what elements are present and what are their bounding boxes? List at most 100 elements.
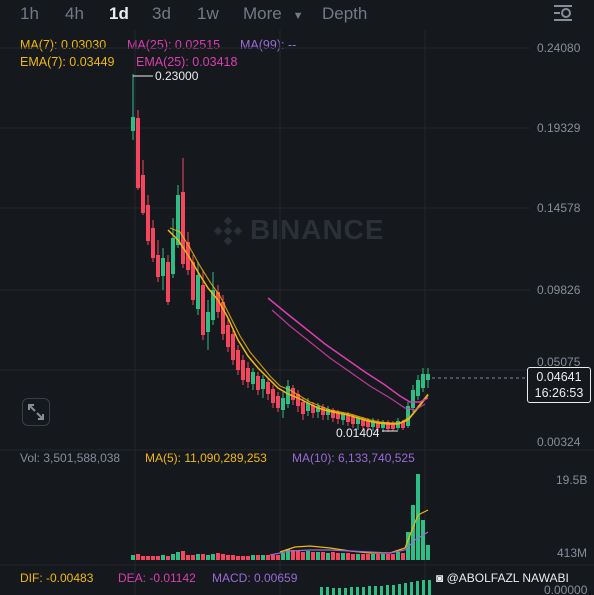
tab-3d[interactable]: 3d <box>152 4 171 23</box>
volume-bar <box>386 554 390 560</box>
indicator-settings-icon[interactable] <box>552 4 574 22</box>
author-credit-text: @ABOLFAZL NAWABI <box>446 571 569 585</box>
candle-body <box>381 422 385 428</box>
ma7-line <box>167 229 429 425</box>
tab-more[interactable]: More ▼ <box>243 4 303 24</box>
tab-1w[interactable]: 1w <box>197 4 219 23</box>
volume-bar <box>426 545 430 560</box>
volume-bar <box>276 555 280 560</box>
volume-bar <box>231 555 235 560</box>
candle-body <box>211 290 215 320</box>
candle-body <box>221 302 225 334</box>
macd-bar <box>338 588 341 595</box>
macd-histogram <box>320 580 431 595</box>
volume-bar <box>416 474 420 560</box>
current-price-tag: 0.04641 16:26:53 <box>527 367 591 403</box>
price-axis-label: 0.14578 <box>537 201 581 215</box>
tab-depth[interactable]: Depth <box>322 4 368 23</box>
candle-body <box>311 405 315 413</box>
volume-bar <box>201 554 205 560</box>
volume-bar <box>246 556 250 560</box>
volume-ma5-label: MA(5): 11,090,289,253 <box>145 451 267 465</box>
volume-ma10-label: MA(10): 6,133,740,525 <box>292 451 415 465</box>
price-axis-label: 0.09826 <box>537 283 581 297</box>
candle-body <box>251 372 255 384</box>
volume-bar <box>366 554 370 560</box>
volume-bar <box>371 554 375 560</box>
candle-body <box>291 388 295 400</box>
volume-bar <box>211 554 215 560</box>
candle-body <box>271 389 275 403</box>
candle-body <box>191 262 195 300</box>
candle-countdown: 16:26:53 <box>534 386 584 400</box>
volume-bar <box>221 554 225 560</box>
volume-bar <box>361 554 365 560</box>
candle-body <box>351 417 355 424</box>
candle-body <box>146 205 150 241</box>
volume-bar <box>291 550 295 560</box>
ema7-line <box>169 227 429 424</box>
macd-dea-label: DEA: -0.01142 <box>118 571 196 585</box>
candle-body <box>151 228 155 258</box>
volume-axis-label: 413M <box>557 546 587 560</box>
macd-bar <box>326 587 329 595</box>
macd-bar <box>350 587 353 595</box>
volume-bar <box>411 505 415 560</box>
candle-body <box>411 390 415 408</box>
volume-bar <box>381 554 385 560</box>
volume-bar <box>356 554 360 560</box>
candle-body <box>286 386 290 404</box>
macd-bar <box>332 588 335 595</box>
candle-body <box>196 275 200 309</box>
candle-body <box>386 422 390 429</box>
volume-bar <box>141 556 145 560</box>
macd-bar <box>398 584 401 595</box>
macd-bar <box>374 586 377 595</box>
candle-body <box>361 419 365 426</box>
ema7-legend: EMA(7): 0.03449 <box>20 55 115 69</box>
candle-body <box>281 398 285 410</box>
fullscreen-button[interactable] <box>22 398 50 426</box>
tab-1d[interactable]: 1d <box>109 4 129 23</box>
volume-label: Vol: 3,501,588,038 <box>20 451 120 465</box>
tab-4h[interactable]: 4h <box>65 4 84 23</box>
volume-bar <box>286 549 290 560</box>
volume-bar <box>351 554 355 560</box>
timeframe-tabs: 1h 4h 1d 3d 1w More ▼ Depth <box>0 0 594 26</box>
volume-axis-label: 19.5B <box>556 473 587 487</box>
volume-bar <box>401 553 405 560</box>
tab-1h[interactable]: 1h <box>20 4 39 23</box>
volume-bar <box>346 553 350 560</box>
candle-body <box>306 403 310 411</box>
candle-body <box>366 420 370 427</box>
ema25-line <box>271 309 426 411</box>
volume-bar <box>136 554 140 560</box>
camera-icon: ◙ <box>436 571 447 585</box>
volume-bar <box>296 551 300 560</box>
volume-bar <box>376 554 380 560</box>
binance-logo-icon <box>213 216 243 246</box>
candle-body <box>326 409 330 415</box>
candle-body <box>226 325 230 347</box>
candle-body <box>391 423 395 429</box>
volume-bar <box>341 553 345 560</box>
macd-dif-label: DIF: -0.00483 <box>20 571 94 585</box>
volume-bar <box>266 555 270 560</box>
candle-body <box>401 422 405 428</box>
macd-bar <box>362 587 365 595</box>
volume-bar <box>146 556 150 560</box>
volume-ma10-line <box>269 531 429 556</box>
candle-body <box>301 402 305 414</box>
candle-body <box>421 374 425 388</box>
volume-bar <box>316 552 320 560</box>
candle-body <box>166 262 170 302</box>
candle-body <box>156 255 160 277</box>
candle-body <box>181 192 185 264</box>
macd-bar <box>368 586 371 595</box>
macd-bar <box>416 581 419 595</box>
volume-bar <box>241 556 245 560</box>
candle-body <box>406 406 410 426</box>
macd-bar <box>356 587 359 595</box>
tab-more-label: More <box>243 4 282 23</box>
